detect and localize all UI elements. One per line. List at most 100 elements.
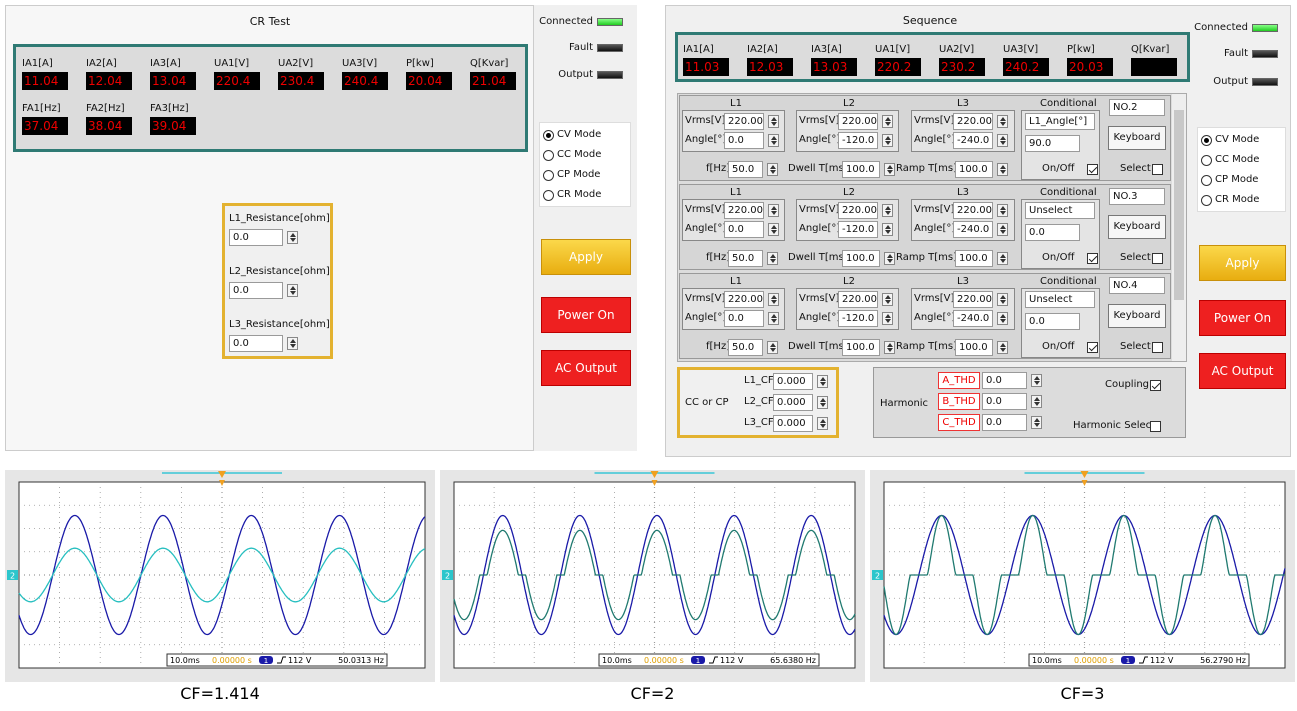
spin-button[interactable] — [817, 417, 828, 430]
conditional-select[interactable]: Unselect — [1025, 291, 1095, 308]
resistance-input[interactable]: 0.0 — [229, 229, 283, 246]
scroll-thumb[interactable] — [1174, 110, 1184, 300]
f-input[interactable]: 50.0 — [728, 250, 763, 267]
ramp-input[interactable]: 100.0 — [955, 161, 993, 178]
spin-button[interactable] — [768, 204, 779, 217]
dwell-input[interactable]: 100.0 — [842, 161, 880, 178]
spin-button[interactable] — [287, 284, 298, 297]
button[interactable]: Power On — [1199, 300, 1286, 336]
button[interactable]: AC Output — [541, 350, 631, 386]
spin-button[interactable] — [997, 312, 1008, 325]
spin-button[interactable] — [882, 115, 893, 128]
spin-button[interactable] — [287, 231, 298, 244]
spin-button[interactable] — [997, 252, 1008, 265]
radio[interactable] — [543, 170, 554, 181]
button[interactable]: Apply — [1199, 245, 1286, 281]
select-check[interactable] — [1152, 164, 1163, 175]
spin-button[interactable] — [997, 115, 1008, 128]
spin-button[interactable] — [884, 252, 895, 265]
thd-input[interactable]: 0.0 — [982, 393, 1027, 410]
spin-button[interactable] — [882, 223, 893, 236]
spin-button[interactable] — [882, 204, 893, 217]
keyboard-button[interactable]: Keyboard — [1108, 215, 1166, 239]
ramp-input[interactable]: 100.0 — [955, 339, 993, 356]
conditional-select[interactable]: Unselect — [1025, 202, 1095, 219]
spin-button[interactable] — [287, 337, 298, 350]
conditional-input[interactable]: 0.0 — [1025, 224, 1080, 241]
cf-input[interactable]: 0.000 — [773, 373, 813, 390]
vrms-input[interactable]: 220.00 — [953, 113, 993, 130]
spin-button[interactable] — [768, 312, 779, 325]
ramp-input[interactable]: 100.0 — [955, 250, 993, 267]
dwell-input[interactable]: 100.0 — [842, 339, 880, 356]
thd-input[interactable]: 0.0 — [982, 414, 1027, 431]
radio[interactable] — [543, 190, 554, 201]
angle-input[interactable]: 0.0 — [724, 221, 764, 238]
button[interactable]: Apply — [541, 239, 631, 275]
spin-button[interactable] — [997, 204, 1008, 217]
angle-input[interactable]: -120.0 — [838, 132, 878, 149]
resistance-input[interactable]: 0.0 — [229, 335, 283, 352]
vrms-input[interactable]: 220.00 — [838, 113, 878, 130]
resistance-input[interactable]: 0.0 — [229, 282, 283, 299]
spin-button[interactable] — [767, 341, 778, 354]
keyboard-button[interactable]: Keyboard — [1108, 126, 1166, 150]
radio[interactable] — [543, 150, 554, 161]
vrms-input[interactable]: 220.00 — [953, 291, 993, 308]
angle-input[interactable]: -240.0 — [953, 132, 993, 149]
keyboard-button[interactable]: Keyboard — [1108, 304, 1166, 328]
vrms-input[interactable]: 220.00 — [724, 202, 764, 219]
coupling-check[interactable] — [1150, 380, 1161, 391]
vrms-input[interactable]: 220.00 — [724, 291, 764, 308]
dwell-input[interactable]: 100.0 — [842, 250, 880, 267]
vrms-input[interactable]: 220.00 — [953, 202, 993, 219]
spin-button[interactable] — [882, 312, 893, 325]
button[interactable]: Power On — [541, 297, 631, 333]
vrms-input[interactable]: 220.00 — [838, 202, 878, 219]
angle-input[interactable]: -240.0 — [953, 221, 993, 238]
spin-button[interactable] — [768, 134, 779, 147]
radio[interactable] — [1201, 155, 1212, 166]
spin-button[interactable] — [768, 115, 779, 128]
spin-button[interactable] — [997, 341, 1008, 354]
radio[interactable] — [1201, 135, 1212, 146]
f-input[interactable]: 50.0 — [728, 339, 763, 356]
angle-input[interactable]: -240.0 — [953, 310, 993, 327]
radio[interactable] — [1201, 175, 1212, 186]
on-off-check[interactable] — [1087, 342, 1098, 353]
vrms-input[interactable]: 220.00 — [838, 291, 878, 308]
conditional-input[interactable]: 90.0 — [1025, 135, 1080, 152]
spin-button[interactable] — [1031, 416, 1042, 429]
spin-button[interactable] — [884, 163, 895, 176]
spin-button[interactable] — [997, 223, 1008, 236]
spin-button[interactable] — [882, 134, 893, 147]
spin-button[interactable] — [882, 293, 893, 306]
harmonic-select-check[interactable] — [1150, 421, 1161, 432]
button[interactable]: AC Output — [1199, 353, 1286, 389]
spin-button[interactable] — [767, 163, 778, 176]
angle-input[interactable]: 0.0 — [724, 310, 764, 327]
angle-input[interactable]: 0.0 — [724, 132, 764, 149]
spin-button[interactable] — [817, 375, 828, 388]
f-input[interactable]: 50.0 — [728, 161, 763, 178]
on-off-check[interactable] — [1087, 253, 1098, 264]
spin-button[interactable] — [884, 341, 895, 354]
spin-button[interactable] — [767, 252, 778, 265]
select-check[interactable] — [1152, 342, 1163, 353]
spin-button[interactable] — [1031, 374, 1042, 387]
cf-input[interactable]: 0.000 — [773, 394, 813, 411]
spin-button[interactable] — [768, 293, 779, 306]
thd-input[interactable]: 0.0 — [982, 372, 1027, 389]
vrms-input[interactable]: 220.00 — [724, 113, 764, 130]
radio[interactable] — [543, 130, 554, 141]
angle-input[interactable]: -120.0 — [838, 310, 878, 327]
cf-input[interactable]: 0.000 — [773, 415, 813, 432]
on-off-check[interactable] — [1087, 164, 1098, 175]
angle-input[interactable]: -120.0 — [838, 221, 878, 238]
spin-button[interactable] — [997, 293, 1008, 306]
spin-button[interactable] — [997, 163, 1008, 176]
spin-button[interactable] — [1031, 395, 1042, 408]
spin-button[interactable] — [997, 134, 1008, 147]
conditional-input[interactable]: 0.0 — [1025, 313, 1080, 330]
select-check[interactable] — [1152, 253, 1163, 264]
